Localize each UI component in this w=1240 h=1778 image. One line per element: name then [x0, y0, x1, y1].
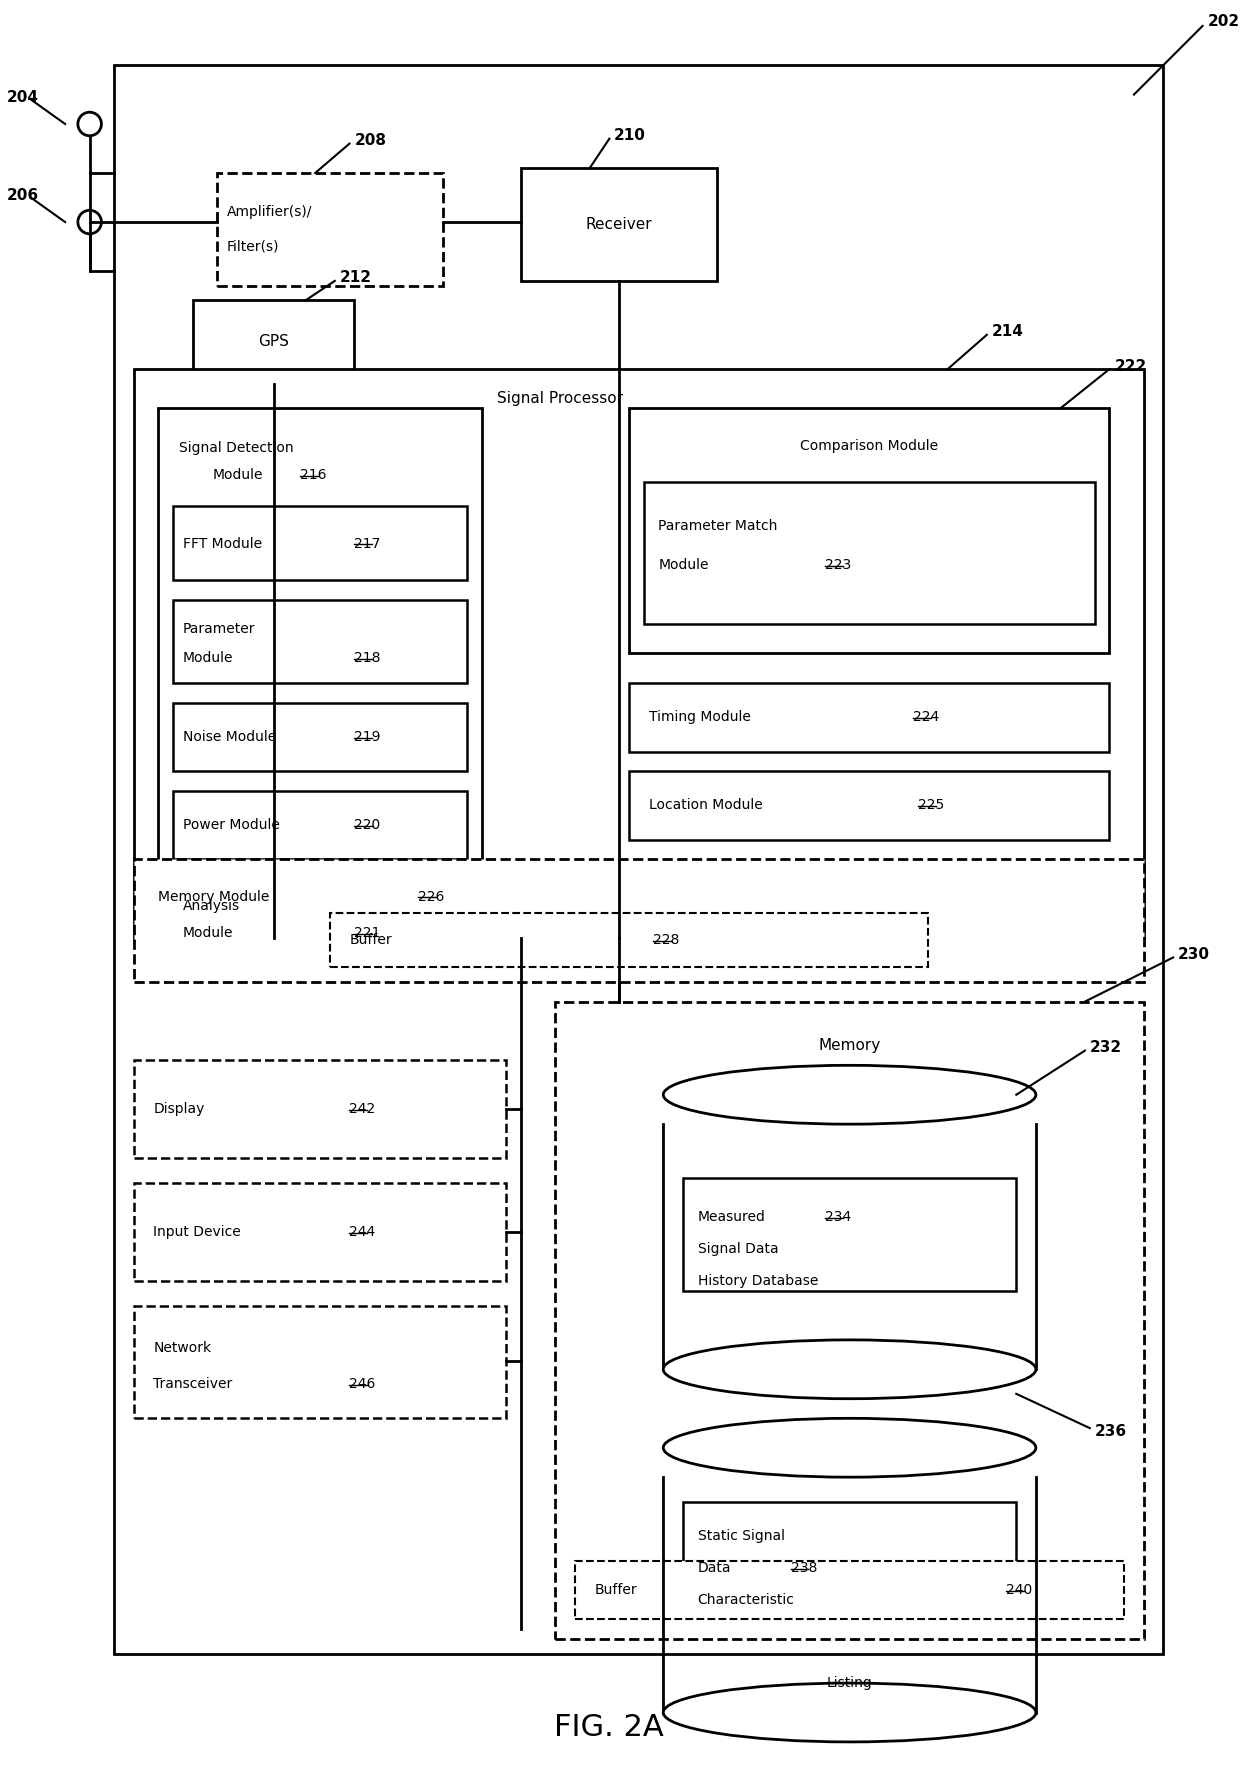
Text: 212: 212 — [340, 270, 372, 286]
Ellipse shape — [663, 1419, 1035, 1478]
Text: 210: 210 — [614, 128, 646, 144]
Text: 223: 223 — [825, 558, 852, 573]
Text: Module: Module — [658, 558, 709, 573]
Text: 208: 208 — [355, 133, 387, 148]
Text: 218: 218 — [355, 651, 381, 665]
Text: 232: 232 — [1090, 1040, 1122, 1054]
Bar — [174, 507, 467, 580]
Ellipse shape — [663, 1341, 1035, 1399]
Bar — [174, 878, 467, 958]
Text: 244: 244 — [350, 1225, 376, 1239]
Text: 234: 234 — [825, 1211, 852, 1225]
Bar — [134, 859, 1143, 981]
Text: Module: Module — [182, 926, 233, 941]
Text: 228: 228 — [653, 933, 680, 948]
Text: Measured: Measured — [698, 1211, 765, 1225]
Text: Timing Module: Timing Module — [649, 709, 750, 724]
Text: Comparison Module: Comparison Module — [800, 439, 939, 453]
Text: FFT Module: FFT Module — [182, 537, 262, 551]
Text: Location Module: Location Module — [649, 798, 763, 813]
Text: Parameter: Parameter — [182, 622, 255, 637]
Text: 202: 202 — [1208, 14, 1240, 28]
Bar — [629, 683, 1110, 752]
Text: Buffer: Buffer — [350, 933, 392, 948]
Text: 238: 238 — [791, 1561, 817, 1575]
Bar — [629, 772, 1110, 839]
Bar — [575, 1561, 1125, 1620]
Text: 224: 224 — [914, 709, 940, 724]
Text: Power Module: Power Module — [182, 818, 280, 832]
Bar — [159, 409, 482, 914]
Text: Parameter Match: Parameter Match — [658, 519, 777, 533]
Text: Receiver: Receiver — [585, 217, 652, 231]
Text: Filter(s): Filter(s) — [227, 240, 279, 254]
Text: 216: 216 — [300, 468, 327, 482]
Bar — [217, 172, 443, 286]
Bar — [134, 1305, 506, 1419]
Text: Transceiver: Transceiver — [154, 1376, 233, 1390]
Text: 225: 225 — [918, 798, 945, 813]
Text: 236: 236 — [1095, 1424, 1127, 1438]
Text: 221: 221 — [355, 926, 381, 941]
Bar — [556, 1001, 1143, 1639]
Text: Amplifier(s)/: Amplifier(s)/ — [227, 204, 312, 219]
Text: 206: 206 — [6, 188, 38, 203]
Text: Network: Network — [154, 1341, 212, 1355]
Text: Noise Module: Noise Module — [182, 729, 277, 743]
Bar — [174, 599, 467, 683]
Text: 222: 222 — [1115, 359, 1147, 373]
Text: Analysis: Analysis — [182, 900, 239, 914]
Text: Static Signal: Static Signal — [698, 1529, 785, 1543]
Ellipse shape — [663, 1065, 1035, 1124]
Text: 230: 230 — [1178, 948, 1210, 962]
Bar — [192, 300, 355, 384]
Bar — [330, 914, 928, 967]
Text: 217: 217 — [355, 537, 381, 551]
Text: Module: Module — [182, 651, 233, 665]
Text: 246: 246 — [350, 1376, 376, 1390]
Bar — [683, 1179, 1017, 1291]
Bar — [521, 169, 717, 281]
Text: Input Device: Input Device — [154, 1225, 241, 1239]
Text: GPS: GPS — [259, 334, 289, 348]
Text: Data: Data — [698, 1561, 732, 1575]
Text: Signal Detection: Signal Detection — [180, 441, 294, 455]
Text: Characteristic: Characteristic — [698, 1593, 795, 1607]
Text: 204: 204 — [6, 91, 38, 105]
Bar — [644, 482, 1095, 624]
Text: 226: 226 — [418, 889, 444, 903]
Bar — [134, 1182, 506, 1282]
Text: 240: 240 — [1007, 1582, 1033, 1597]
Text: Module: Module — [212, 468, 263, 482]
Bar — [629, 409, 1110, 654]
Text: History Database: History Database — [698, 1275, 818, 1287]
Bar — [683, 1502, 1017, 1600]
Text: Signal Processor: Signal Processor — [497, 391, 624, 405]
Text: Memory: Memory — [818, 1038, 880, 1053]
Bar — [134, 370, 1143, 937]
Text: Listing: Listing — [827, 1677, 873, 1691]
Text: 219: 219 — [355, 729, 381, 743]
Bar — [114, 66, 1163, 1654]
Text: Memory Module: Memory Module — [159, 889, 269, 903]
Bar — [174, 791, 467, 859]
Ellipse shape — [663, 1684, 1035, 1742]
Bar — [174, 702, 467, 772]
Text: Signal Data: Signal Data — [698, 1241, 779, 1255]
Bar — [134, 1060, 506, 1159]
Text: 220: 220 — [355, 818, 381, 832]
Text: 214: 214 — [992, 324, 1024, 340]
Text: Buffer: Buffer — [595, 1582, 637, 1597]
Text: Display: Display — [154, 1102, 205, 1117]
Text: FIG. 2A: FIG. 2A — [554, 1712, 665, 1742]
Text: 242: 242 — [350, 1102, 376, 1117]
